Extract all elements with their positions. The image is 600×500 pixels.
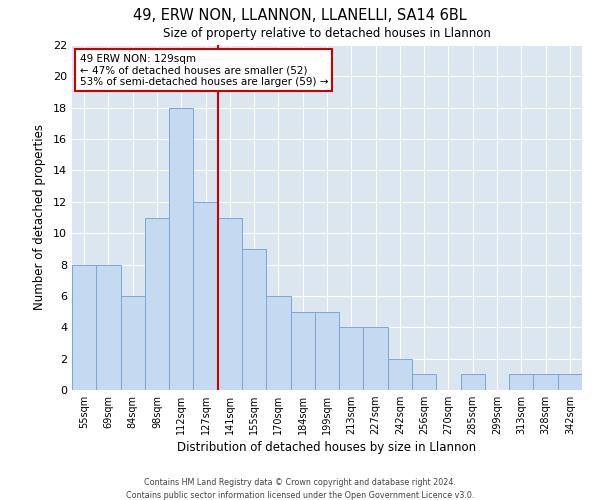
Bar bbox=[339, 328, 364, 390]
Bar bbox=[242, 249, 266, 390]
Bar bbox=[388, 358, 412, 390]
Bar bbox=[533, 374, 558, 390]
Text: 49, ERW NON, LLANNON, LLANELLI, SA14 6BL: 49, ERW NON, LLANNON, LLANELLI, SA14 6BL bbox=[133, 8, 467, 22]
Bar bbox=[412, 374, 436, 390]
X-axis label: Distribution of detached houses by size in Llannon: Distribution of detached houses by size … bbox=[178, 442, 476, 454]
Bar bbox=[169, 108, 193, 390]
Bar bbox=[96, 264, 121, 390]
Text: 49 ERW NON: 129sqm
← 47% of detached houses are smaller (52)
53% of semi-detache: 49 ERW NON: 129sqm ← 47% of detached hou… bbox=[80, 54, 328, 87]
Bar bbox=[315, 312, 339, 390]
Bar bbox=[558, 374, 582, 390]
Y-axis label: Number of detached properties: Number of detached properties bbox=[33, 124, 46, 310]
Bar bbox=[121, 296, 145, 390]
Bar bbox=[72, 264, 96, 390]
Title: Size of property relative to detached houses in Llannon: Size of property relative to detached ho… bbox=[163, 26, 491, 40]
Bar bbox=[218, 218, 242, 390]
Bar bbox=[509, 374, 533, 390]
Text: Contains HM Land Registry data © Crown copyright and database right 2024.
Contai: Contains HM Land Registry data © Crown c… bbox=[126, 478, 474, 500]
Bar bbox=[193, 202, 218, 390]
Bar bbox=[145, 218, 169, 390]
Bar bbox=[364, 328, 388, 390]
Bar bbox=[266, 296, 290, 390]
Bar bbox=[290, 312, 315, 390]
Bar bbox=[461, 374, 485, 390]
